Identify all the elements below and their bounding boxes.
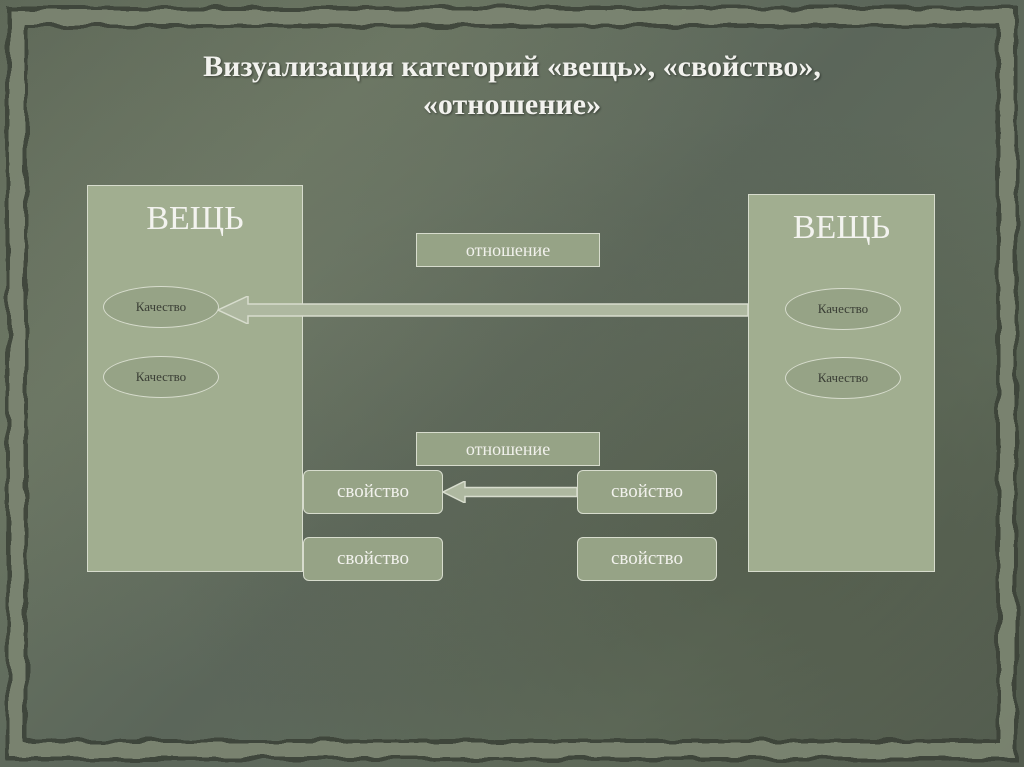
title-line1: Визуализация категорий «вещь», «свойство… — [203, 50, 821, 83]
quality-ellipse: Качество — [103, 356, 219, 398]
quality-label: Качество — [136, 299, 186, 315]
relation-text: отношение — [466, 439, 550, 460]
relation-text: отношение — [466, 240, 550, 261]
quality-ellipse: Качество — [785, 357, 901, 399]
relation-arrow-bottom — [443, 481, 577, 503]
property-label: свойство — [337, 481, 409, 503]
quality-label: Качество — [818, 301, 868, 317]
slide-title: Визуализация категорий «вещь», «свойство… — [0, 48, 1024, 123]
property-label: свойство — [611, 481, 683, 503]
relation-label-top: отношение — [416, 233, 600, 267]
property-box: свойство — [577, 537, 717, 581]
property-box: свойство — [303, 470, 443, 514]
property-box: свойство — [577, 470, 717, 514]
property-box: свойство — [303, 537, 443, 581]
quality-label: Качество — [136, 369, 186, 385]
quality-ellipse: Качество — [785, 288, 901, 330]
quality-label: Качество — [818, 370, 868, 386]
thing-panel-left: ВЕЩЬ Качество Качество — [87, 185, 303, 572]
relation-label-bottom: отношение — [416, 432, 600, 466]
thing-title-left: ВЕЩЬ — [88, 200, 302, 238]
thing-title-right: ВЕЩЬ — [749, 209, 934, 247]
thing-panel-right: ВЕЩЬ Качество Качество — [748, 194, 935, 572]
quality-ellipse: Качество — [103, 286, 219, 328]
title-line2: «отношение» — [423, 88, 601, 121]
property-label: свойство — [611, 548, 683, 570]
relation-arrow-top — [218, 296, 748, 324]
property-label: свойство — [337, 548, 409, 570]
